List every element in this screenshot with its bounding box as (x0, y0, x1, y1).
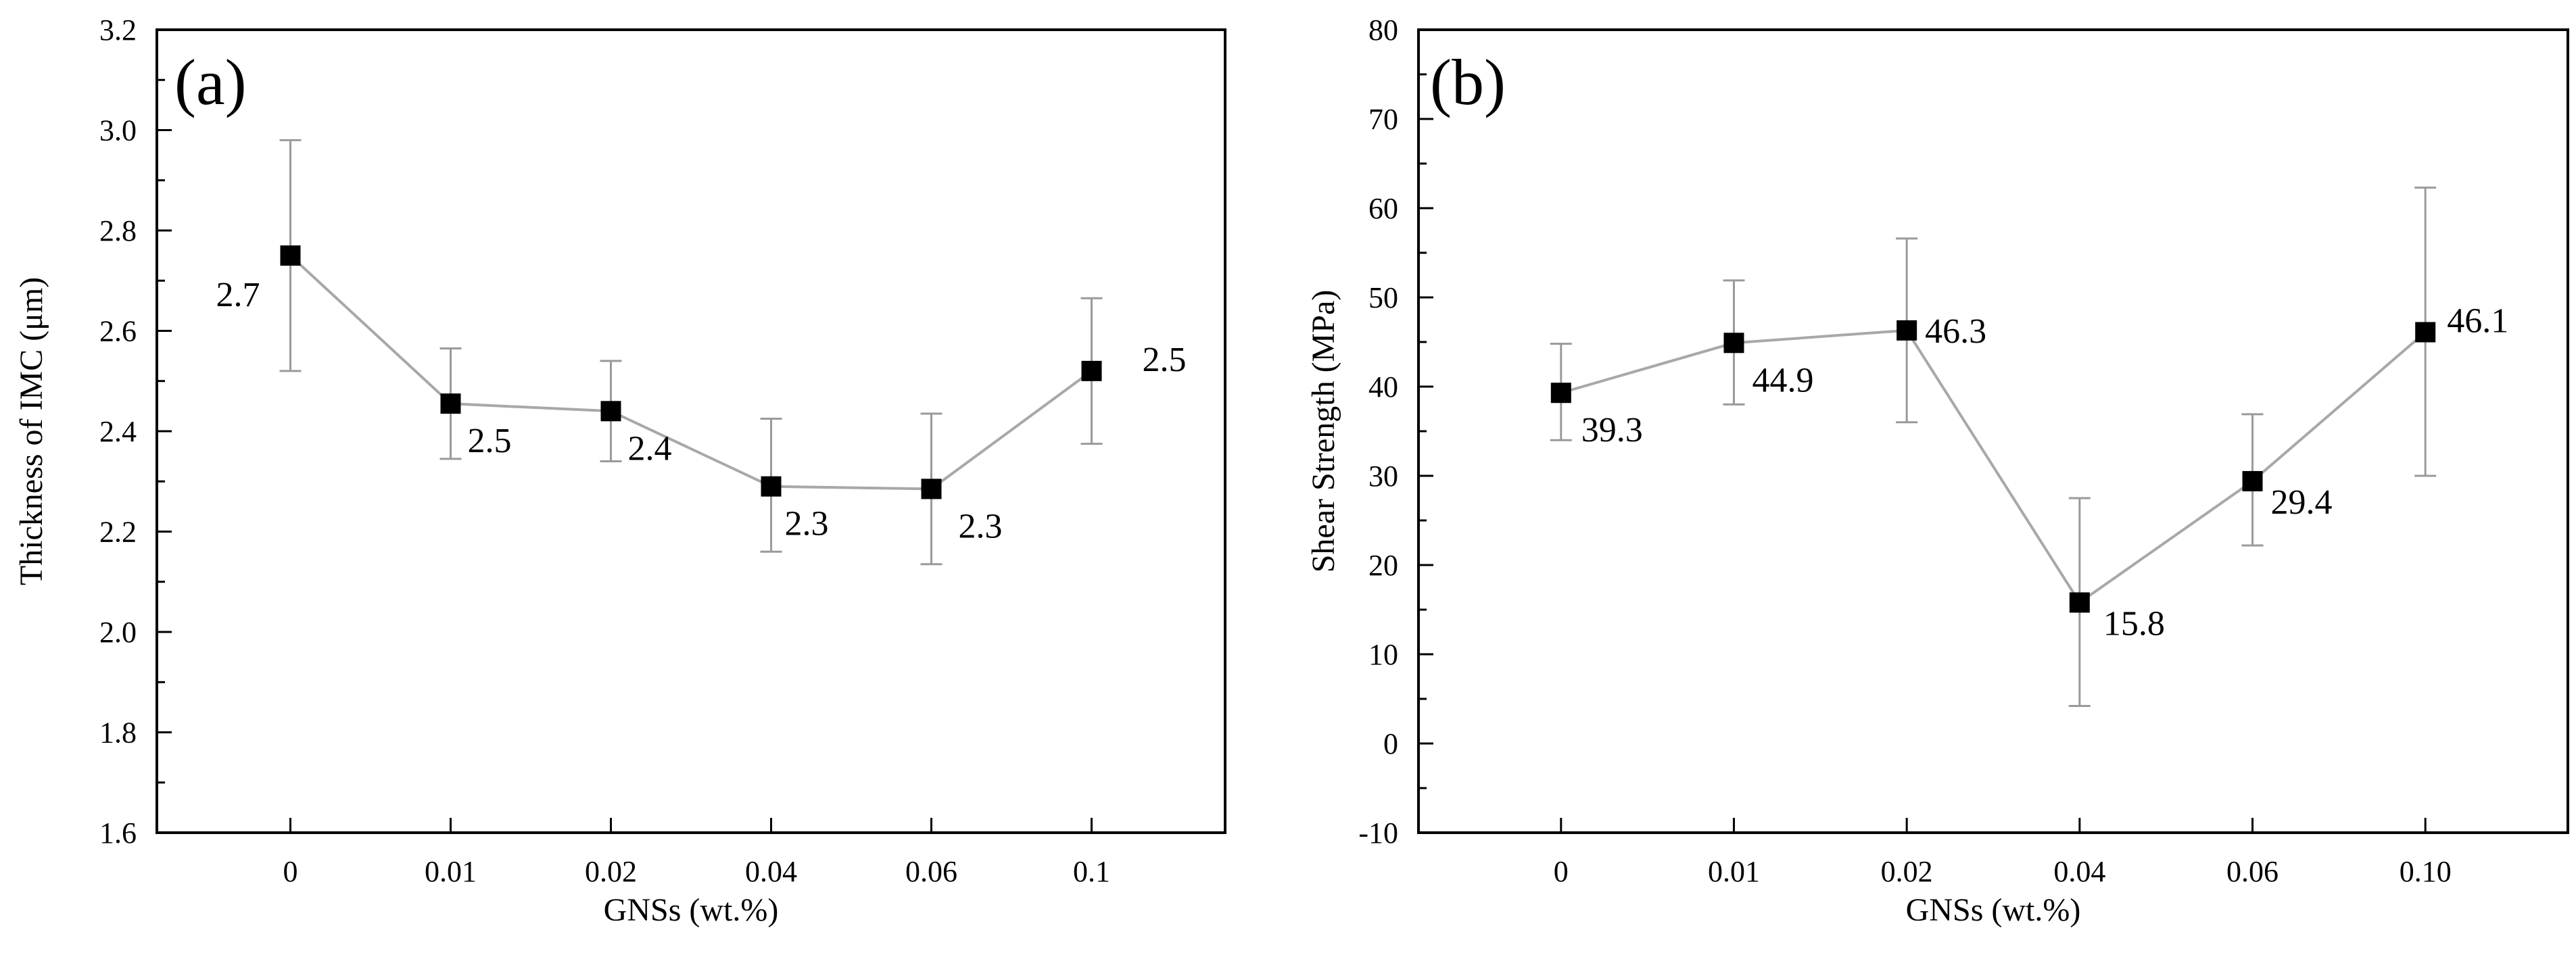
panel-a-imc-thickness: 1.6 1.8 2.0 2.2 2.4 2.6 2.8 3.0 3.2 0 0.01 0.02 0.04… (14, 14, 1226, 928)
data-point-a-1 (440, 393, 461, 414)
data-point-b-3 (2069, 592, 2090, 613)
plot-frame-a (156, 28, 1226, 834)
y-tick-label-b-7: 60 (1368, 192, 1398, 225)
x-tick-label-b-2: 0.02 (1881, 855, 1933, 888)
data-point-a-4 (921, 479, 942, 499)
x-tick-label-b-4: 0.06 (2226, 855, 2279, 888)
y-tick-label-b-8: 70 (1368, 103, 1398, 136)
data-label-b-1: 44.9 (1752, 361, 1813, 399)
data-label-a-2: 2.4 (628, 429, 672, 468)
data-point-a-5 (1081, 360, 1102, 381)
data-point-b-1 (1723, 333, 1744, 353)
y-tick-label-b-9: 80 (1368, 14, 1398, 47)
data-label-a-1: 2.5 (468, 422, 512, 460)
data-label-b-5: 46.1 (2447, 301, 2508, 340)
data-label-a-4: 2.3 (959, 507, 1003, 545)
x-tick-label-a-2: 0.02 (585, 855, 637, 888)
series-line-a-0 (289, 254, 1093, 491)
x-axis-title-b: GNSs (wt.%) (1906, 892, 2081, 928)
data-point-a-2 (600, 401, 621, 422)
x-tick-label-b-0: 0 (1554, 855, 1569, 888)
y-axis-title-a: Thickness of IMC (μm) (14, 277, 49, 585)
panel-b-shear-strength: -10 0 10 20 30 40 50 60 70 80 0 0.01 0.02 0.04 0.06 0.1… (1288, 0, 2576, 953)
y-tick-label-b-6: 50 (1368, 281, 1398, 314)
y-tick-label-a-8: 3.2 (99, 14, 137, 47)
y-tick-label-b-3: 20 (1368, 549, 1398, 582)
x-tick-label-a-1: 0.01 (425, 855, 477, 888)
data-label-a-3: 2.3 (785, 505, 829, 543)
data-point-a-3 (761, 476, 782, 497)
y-tick-label-a-6: 2.8 (99, 214, 137, 247)
data-label-b-3: 15.8 (2103, 604, 2165, 643)
x-tick-label-b-1: 0.01 (1708, 855, 1760, 888)
x-tick-label-a-5: 0.1 (1073, 855, 1110, 888)
data-label-a-0: 2.7 (216, 276, 260, 314)
data-label-b-4: 29.4 (2271, 483, 2333, 522)
data-point-a-0 (280, 245, 301, 266)
y-tick-label-b-1: 0 (1383, 727, 1398, 760)
x-tick-label-a-0: 0 (283, 855, 298, 888)
y-axis-title-b: Shear Strength (MPa) (1306, 290, 1341, 573)
x-tick-label-a-3: 0.04 (745, 855, 797, 888)
y-tick-label-a-3: 2.2 (99, 516, 137, 549)
series-line-b-0 (1560, 328, 2427, 605)
y-tick-label-b-2: 10 (1368, 638, 1398, 671)
y-tick-label-a-2: 2.0 (99, 616, 137, 649)
y-tick-label-a-7: 3.0 (99, 114, 137, 147)
data-point-b-0 (1550, 383, 1571, 404)
panel-label-b: (b) (1430, 46, 1506, 118)
data-point-b-5 (2415, 322, 2436, 343)
y-tick-label-a-5: 2.6 (99, 315, 137, 348)
y-tick-label-b-5: 40 (1368, 370, 1398, 404)
x-axis-title-a: GNSs (wt.%) (604, 892, 779, 928)
x-tick-label-b-5: 0.10 (2400, 855, 2452, 888)
data-label-b-0: 39.3 (1581, 411, 1643, 449)
y-tick-label-a-1: 1.8 (99, 716, 137, 750)
y-tick-label-b-0: -10 (1358, 816, 1398, 850)
chart-b: -10 0 10 20 30 40 50 60 70 80 0 0.01 0.02 0.04 0.06 0.1… (1306, 14, 2569, 928)
y-tick-label-b-4: 30 (1368, 460, 1398, 493)
y-tick-label-a-0: 1.6 (99, 816, 137, 850)
panel-label-a: (a) (174, 46, 247, 118)
data-point-b-2 (1897, 320, 1917, 341)
x-tick-label-b-3: 0.04 (2053, 855, 2105, 888)
x-tick-label-a-4: 0.06 (905, 855, 957, 888)
y-tick-label-a-4: 2.4 (99, 415, 137, 448)
data-label-b-2: 46.3 (1925, 312, 1986, 351)
chart-a: 1.6 1.8 2.0 2.2 2.4 2.6 2.8 3.0 3.2 0 0.01 0.02 0.04… (14, 14, 1226, 928)
data-label-a-5: 2.5 (1143, 341, 1187, 379)
data-point-b-4 (2242, 470, 2263, 491)
